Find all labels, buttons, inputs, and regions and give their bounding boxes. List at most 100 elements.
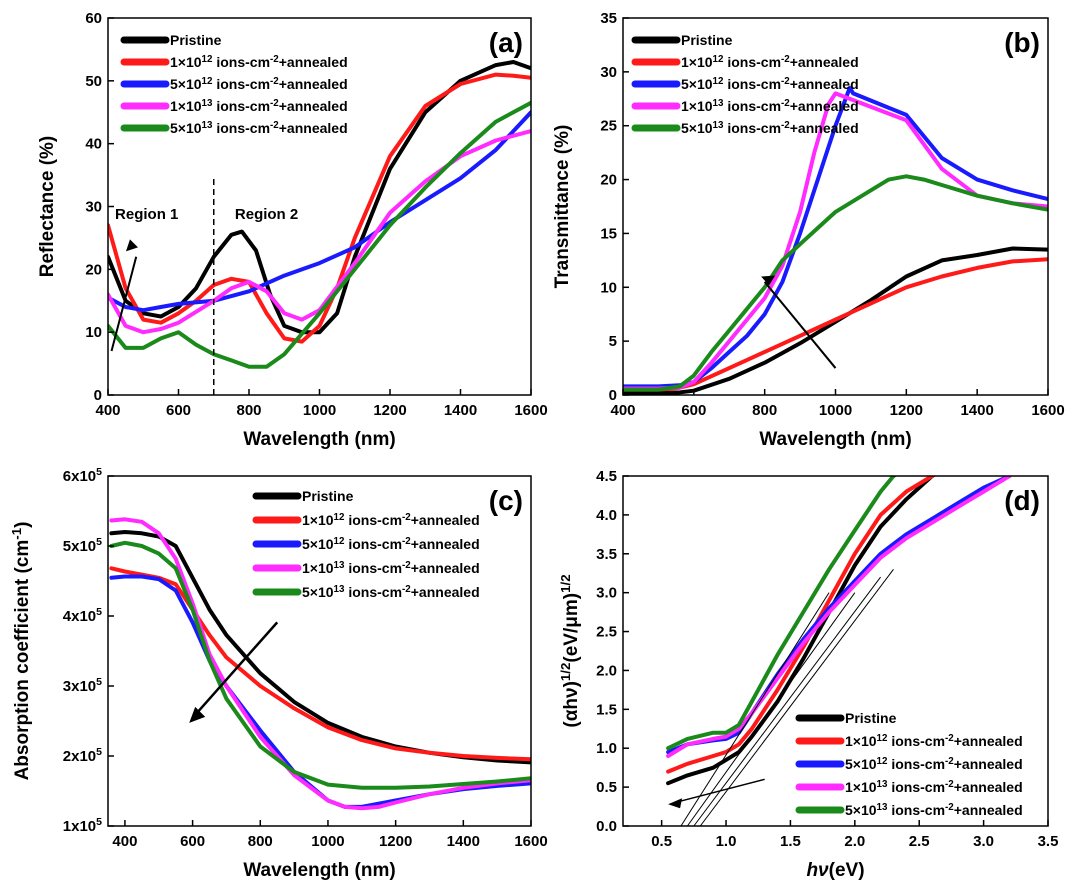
x-tick-label: 1200 xyxy=(890,402,923,419)
tauc-fit-line-1 xyxy=(686,592,856,827)
series-line-4 xyxy=(666,476,898,751)
legend-label-1: 1×1012 ions-cm-2+annealed xyxy=(302,512,480,529)
x-tick-label: 800 xyxy=(752,402,777,419)
series-line-4 xyxy=(623,174,1048,392)
series-line-1 xyxy=(666,476,936,774)
x-tick-label: 1400 xyxy=(444,402,477,419)
y-tick-label: 20 xyxy=(85,261,102,278)
arrow-head xyxy=(668,798,683,809)
series-line-3 xyxy=(108,129,531,335)
y-tick-label: 35 xyxy=(600,10,617,27)
legend-label-2: 5×1012 ions-cm-2+annealed xyxy=(170,76,348,93)
x-axis-title: hν(eV) xyxy=(806,860,864,881)
x-tick-label: 1000 xyxy=(311,833,344,850)
legend-label-0: Pristine xyxy=(845,710,897,726)
series-line-1 xyxy=(623,257,1048,392)
y-tick-label: 1.0 xyxy=(596,740,617,757)
y-tick-label: 0 xyxy=(94,387,102,404)
plot-frame xyxy=(107,475,532,827)
y-axis-title: Transmittance (%) xyxy=(552,125,573,289)
y-tick-label: 3.0 xyxy=(596,585,617,602)
y-tick-label: 4.5 xyxy=(596,468,617,485)
y-tick-label: 4.0 xyxy=(596,507,617,524)
x-tick-label: 1000 xyxy=(819,402,852,419)
panel-1: 400 600 800 1000 1200 1400 1600 0 5 10 15 20 25 30 35 W… xyxy=(552,10,1065,450)
x-tick-label: 1400 xyxy=(447,833,480,850)
y-tick-label: 60 xyxy=(85,10,102,27)
legend-label-4: 5×1013 ions-cm-2+annealed xyxy=(170,120,348,137)
panel-label: (b) xyxy=(1004,27,1040,58)
y-tick-label: 25 xyxy=(600,118,617,135)
y-tick-label: 5x105 xyxy=(63,536,102,555)
series-line-3 xyxy=(666,476,1012,758)
series-line-3 xyxy=(109,517,531,811)
x-tick-label: 0.5 xyxy=(651,833,672,850)
region-2-label: Region 2 xyxy=(235,206,298,223)
y-tick-label: 4x105 xyxy=(63,606,102,625)
legend-label-0: Pristine xyxy=(170,32,222,48)
y-tick-label: 3.5 xyxy=(596,546,617,563)
x-axis-title: Wavelength (nm) xyxy=(243,860,395,881)
y-axis-title: Absorption coefficient (cm-1) xyxy=(9,522,34,781)
series-group xyxy=(623,86,1048,395)
x-tick-label: 1400 xyxy=(960,402,993,419)
legend-label-1: 1×1012 ions-cm-2+annealed xyxy=(170,54,348,71)
y-tick-label: 6x105 xyxy=(63,466,102,485)
legend-label-1: 1×1012 ions-cm-2+annealed xyxy=(845,733,1023,750)
y-tick-label: 40 xyxy=(85,136,102,153)
series-group xyxy=(109,517,531,811)
legend-label-2: 5×1012 ions-cm-2+annealed xyxy=(302,536,480,553)
y-tick-label: 0.0 xyxy=(596,818,617,835)
x-tick-label: 600 xyxy=(681,402,706,419)
legend-label-2: 5×1012 ions-cm-2+annealed xyxy=(681,76,859,93)
y-tick-label: 10 xyxy=(600,279,617,296)
series-line-0 xyxy=(623,246,1048,395)
series-line-2 xyxy=(109,574,531,809)
y-tick-label: 2x105 xyxy=(63,746,102,765)
x-tick-label: 1.5 xyxy=(780,833,801,850)
region-1-label: Region 1 xyxy=(115,206,178,223)
panel-label: (c) xyxy=(489,485,523,516)
x-tick-label: 1200 xyxy=(379,833,412,850)
x-tick-label: 1200 xyxy=(373,402,406,419)
legend-label-3: 1×1013 ions-cm-2+annealed xyxy=(681,98,859,115)
arrow-line xyxy=(763,281,837,369)
x-axis-title: Wavelength (nm) xyxy=(243,429,395,450)
panel-0: 400 600 800 1000 1200 1400 1600 0 10 20 30 40 50 60 Wa… xyxy=(37,10,548,450)
y-tick-label: 30 xyxy=(85,199,102,216)
x-tick-label: 1600 xyxy=(1031,402,1064,419)
legend-label-3: 1×1013 ions-cm-2+annealed xyxy=(170,98,348,115)
y-tick-label: 5 xyxy=(609,333,617,350)
arrow-head xyxy=(189,706,206,723)
x-tick-label: 2.5 xyxy=(909,833,930,850)
x-tick-label: 400 xyxy=(610,402,635,419)
y-tick-label: 15 xyxy=(600,225,617,242)
tauc-fit-line-0 xyxy=(680,592,830,827)
arrow-head xyxy=(125,239,138,252)
y-tick-label: 0.5 xyxy=(596,779,617,796)
legend-label-4: 5×1013 ions-cm-2+annealed xyxy=(302,584,480,601)
y-tick-label: 1.5 xyxy=(596,701,617,718)
series-line-3 xyxy=(623,91,1048,391)
x-tick-label: 1600 xyxy=(514,402,547,419)
arrow-line xyxy=(110,256,138,352)
y-tick-label: 50 xyxy=(85,73,102,90)
legend-label-4: 5×1013 ions-cm-2+annealed xyxy=(681,120,859,137)
legend-label-4: 5×1013 ions-cm-2+annealed xyxy=(845,802,1023,819)
series-line-0 xyxy=(666,476,936,786)
y-axis-title: Reflectance (%) xyxy=(37,136,58,278)
x-tick-label: 3.0 xyxy=(973,833,994,850)
x-tick-label: 400 xyxy=(95,402,120,419)
y-tick-label: 30 xyxy=(600,64,617,81)
y-tick-label: 3x105 xyxy=(63,676,102,695)
panel-label: (d) xyxy=(1004,485,1040,516)
y-tick-label: 2.0 xyxy=(596,662,617,679)
legend-label-2: 5×1012 ions-cm-2+annealed xyxy=(845,756,1023,773)
y-tick-label: 0 xyxy=(609,387,617,404)
x-tick-label: 800 xyxy=(236,402,261,419)
x-tick-label: 600 xyxy=(166,402,191,419)
legend-label-1: 1×1012 ions-cm-2+annealed xyxy=(681,54,859,71)
y-tick-label: 1x105 xyxy=(63,816,102,835)
tauc-fit-line-3 xyxy=(699,569,894,827)
